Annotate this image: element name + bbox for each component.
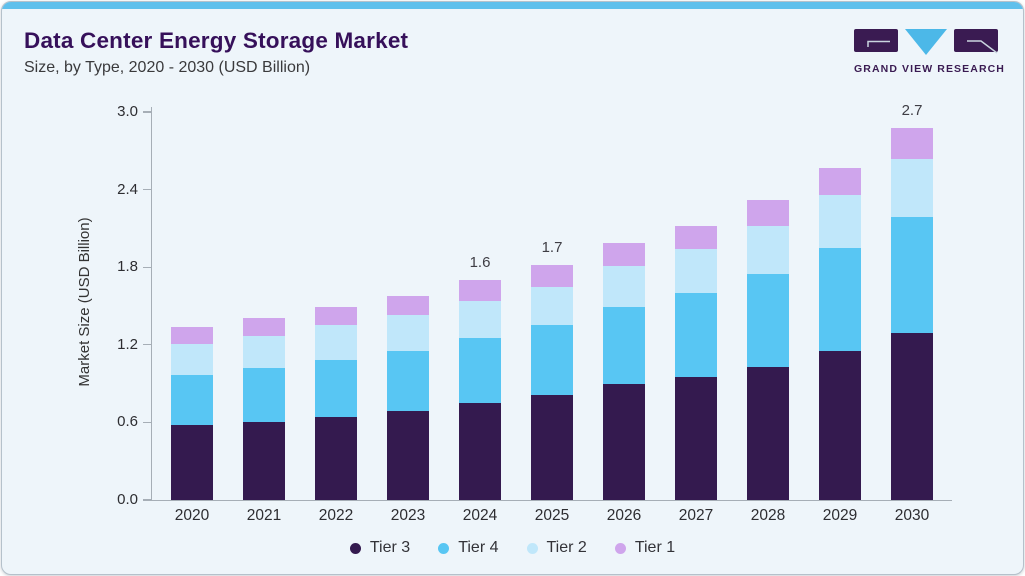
bar-segment <box>531 264 573 287</box>
v-triangle-icon <box>905 29 947 55</box>
bar-segment <box>387 410 429 500</box>
bar-segment <box>387 315 429 352</box>
bar-segment <box>891 158 933 217</box>
brand-logo: GRAND VIEW RESEARCH <box>854 28 1005 75</box>
y-tick-mark <box>143 421 152 423</box>
legend-item-tier-1: Tier 1 <box>614 539 676 557</box>
legend-item-label: Tier 1 <box>634 539 676 556</box>
bar-segment <box>603 242 645 266</box>
g-block-icon <box>854 29 898 52</box>
bar-segment <box>603 307 645 384</box>
x-axis-label: 2024 <box>462 507 498 524</box>
bar-segment <box>171 374 213 425</box>
bar-total-label: 1.7 <box>541 238 563 256</box>
bar-segment <box>531 286 573 326</box>
x-axis-label: 2026 <box>606 507 642 524</box>
bar-segment <box>819 194 861 248</box>
bar-segment <box>603 265 645 308</box>
bar-segment <box>243 368 285 423</box>
x-axis-label: 2025 <box>534 507 570 524</box>
gvr-logo-mark <box>854 29 998 55</box>
legend-dot-icon <box>438 542 450 554</box>
bar-segment <box>675 293 717 378</box>
y-tick-label: 3.0 <box>117 103 138 120</box>
x-axis-label: 2027 <box>678 507 714 524</box>
bar-segment <box>747 225 789 274</box>
top-accent-bar <box>2 2 1023 9</box>
bar-segment <box>603 383 645 500</box>
bar-segment <box>675 249 717 294</box>
bar-segment <box>171 343 213 375</box>
x-axis-label: 2028 <box>750 507 786 524</box>
chart-legend: Tier 3 Tier 4 Tier 2 Tier 1 <box>2 539 1023 557</box>
bar-segment <box>243 335 285 369</box>
bar-segment <box>315 307 357 326</box>
y-tick-mark <box>143 111 152 113</box>
x-axis-label: 2030 <box>894 507 930 524</box>
brand-name: GRAND VIEW RESEARCH <box>854 63 1005 75</box>
legend-item-tier-4: Tier 4 <box>438 539 499 557</box>
page-title: Data Center Energy Storage Market <box>24 28 409 53</box>
bar-segment <box>315 325 357 361</box>
bar-segment <box>531 325 573 396</box>
y-tick-label: 0.6 <box>117 413 138 431</box>
legend-item-label: Tier 4 <box>458 539 499 556</box>
legend-item-label: Tier 3 <box>369 539 411 556</box>
y-tick-label: 0.0 <box>117 491 138 508</box>
bar-segment <box>819 247 861 352</box>
bar-segment <box>243 422 285 500</box>
bar-segment <box>747 366 789 500</box>
x-axis-label: 2029 <box>822 507 858 524</box>
legend-item-tier-3: Tier 3 <box>349 539 411 557</box>
legend-item-label: Tier 2 <box>546 539 587 556</box>
y-axis-title: Market Size (USD Billion) <box>76 217 93 387</box>
y-tick-mark <box>143 266 152 268</box>
page-subtitle: Size, by Type, 2020 - 2030 (USD Billion) <box>24 59 311 76</box>
bar-segment <box>747 273 789 367</box>
bar-segment <box>891 333 933 500</box>
x-axis-label: 2023 <box>390 507 426 524</box>
x-axis-label: 2022 <box>318 507 354 524</box>
legend-dot-icon <box>349 542 361 554</box>
y-tick-mark <box>143 344 152 346</box>
bar-segment <box>531 395 573 500</box>
bar-segment <box>891 127 933 159</box>
axis-spine-y <box>151 107 153 500</box>
y-tick-label: 2.4 <box>117 180 138 198</box>
bar-segment <box>243 317 285 336</box>
bar-segment <box>891 216 933 334</box>
x-axis-label: 2021 <box>246 507 282 524</box>
bar-segment <box>747 199 789 226</box>
bar-segment <box>171 424 213 500</box>
bar-segment <box>459 280 501 301</box>
bar-segment <box>171 326 213 344</box>
bar-segment <box>459 338 501 403</box>
legend-dot-icon <box>526 542 538 554</box>
bar-segment <box>459 403 501 500</box>
bar-segment <box>387 351 429 411</box>
legend-item-tier-2: Tier 2 <box>526 539 587 557</box>
bar-segment <box>315 417 357 500</box>
x-axis-label: 2020 <box>174 507 210 524</box>
y-tick-label: 1.2 <box>117 335 138 353</box>
axis-spine-x <box>152 500 952 502</box>
y-tick-mark <box>143 499 152 501</box>
bar-segment <box>387 295 429 316</box>
bar-segment <box>819 167 861 195</box>
y-tick-label: 1.8 <box>117 258 138 276</box>
y-tick-mark <box>143 189 152 191</box>
bar-segment <box>675 377 717 500</box>
bar-total-label: 2.7 <box>901 101 923 119</box>
bar-total-label: 1.6 <box>469 254 491 272</box>
bar-segment <box>675 225 717 250</box>
bar-segment <box>315 360 357 418</box>
legend-dot-icon <box>614 542 626 554</box>
bar-segment <box>819 351 861 500</box>
bar-segment <box>459 300 501 339</box>
